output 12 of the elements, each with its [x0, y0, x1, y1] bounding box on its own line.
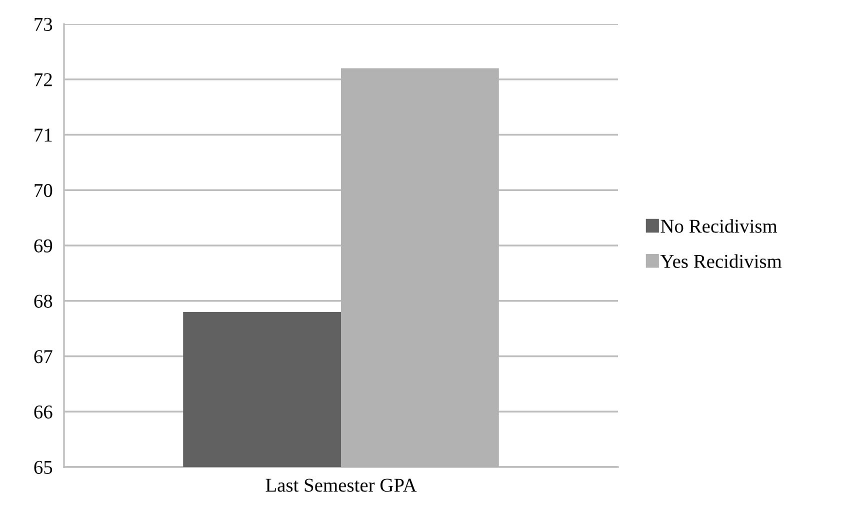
x-tick-label: Last Semester GPA [266, 478, 417, 492]
y-tick-label: 71 [34, 128, 52, 142]
y-tick-label: 69 [34, 239, 52, 252]
y-tick-label: 65 [34, 460, 52, 474]
legend-label: No Recidivism [660, 219, 778, 233]
y-tick-label: 72 [34, 73, 52, 86]
y-tick-label: 73 [34, 18, 52, 31]
y-tick-label: 68 [34, 294, 52, 308]
y-tick-label: 70 [34, 184, 52, 198]
y-tick-label: 67 [34, 350, 52, 364]
y-tick-label: 66 [34, 405, 52, 419]
legend-label: Yes Recidivism [660, 254, 782, 268]
